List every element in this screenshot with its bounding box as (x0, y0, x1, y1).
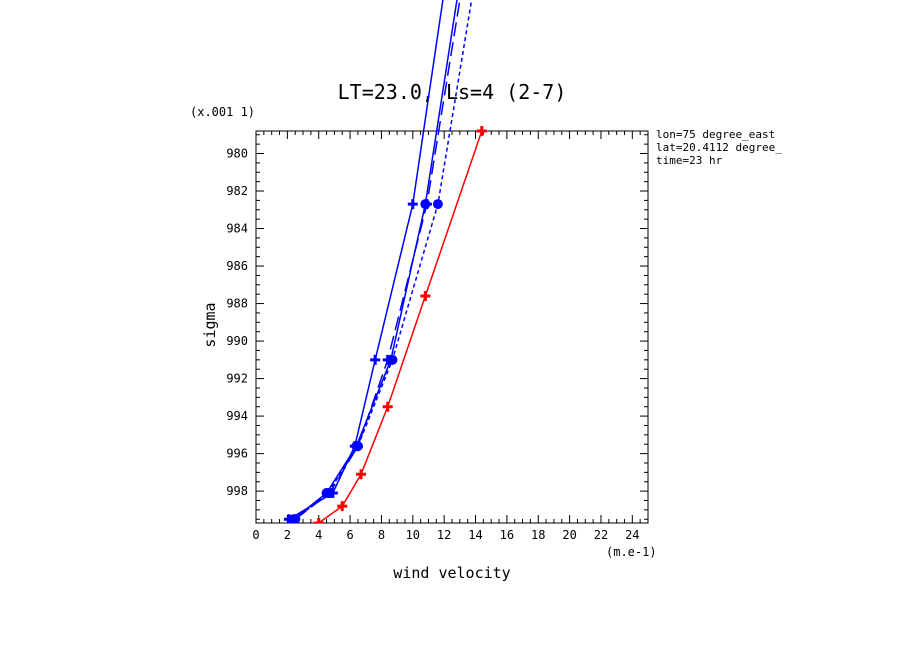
series-line (294, 0, 473, 520)
data-point (352, 441, 363, 452)
data-point (356, 469, 367, 480)
data-point (313, 518, 324, 523)
y-tick-label: 980 (226, 147, 248, 161)
x-tick-label: 4 (315, 528, 322, 542)
annotation-lon: lon=75 degree_east (656, 128, 775, 141)
data-point (387, 354, 398, 365)
y-units-label: (x.001 1) (190, 105, 255, 119)
y-tick-label: 982 (226, 184, 248, 198)
data-point (476, 126, 487, 136)
chart-title: LT=23.0, Ls=4 (2-7) (338, 80, 567, 104)
x-tick-label: 20 (562, 528, 576, 542)
x-tick-label: 8 (378, 528, 385, 542)
y-tick-label: 988 (226, 297, 248, 311)
data-point (432, 199, 443, 210)
x-axis-label: wind velocity (393, 564, 510, 582)
x-tick-label: 0 (252, 528, 259, 542)
data-point (370, 354, 381, 365)
data-point (323, 487, 334, 498)
x-tick-label: 14 (468, 528, 482, 542)
series-line (318, 130, 483, 523)
x-units-label: (m.e-1) (606, 545, 657, 559)
x-tick-label: 22 (594, 528, 608, 542)
data-point (421, 199, 432, 210)
x-tick-label: 16 (500, 528, 514, 542)
x-tick-label: 24 (625, 528, 639, 542)
data-point (382, 401, 393, 412)
plot-frame (255, 130, 649, 524)
y-axis-label: sigma (201, 302, 219, 347)
plot-area: 0 2 4 6 8 10 12 14 16 18 20 22 249809829849869889909… (226, 0, 649, 542)
annotation-lat: lat=20.4112 degree_ (656, 141, 782, 154)
series-5 (313, 126, 487, 523)
series-4 (290, 0, 473, 523)
y-tick-label: 998 (226, 484, 248, 498)
series-3 (290, 0, 461, 523)
series-1 (283, 0, 444, 523)
data-point (407, 199, 418, 210)
x-tick-label: 6 (346, 528, 353, 542)
x-tick-label: 18 (531, 528, 545, 542)
series-line (293, 0, 458, 520)
y-tick-label: 990 (226, 334, 248, 348)
series-line (294, 0, 461, 520)
data-point (290, 514, 301, 523)
data-point (420, 291, 431, 302)
y-tick-label: 986 (226, 259, 248, 273)
x-tick-label: 2 (284, 528, 291, 542)
y-tick-label: 992 (226, 372, 248, 386)
y-tick-label: 996 (226, 447, 248, 461)
annotation-time: time=23 hr (656, 154, 723, 167)
x-tick-label: 12 (437, 528, 451, 542)
x-tick-label: 10 (406, 528, 420, 542)
y-tick-label: 984 (226, 222, 248, 236)
series-2 (288, 0, 458, 523)
y-tick-label: 994 (226, 409, 248, 423)
series-line (288, 0, 444, 520)
data-point (337, 501, 348, 512)
